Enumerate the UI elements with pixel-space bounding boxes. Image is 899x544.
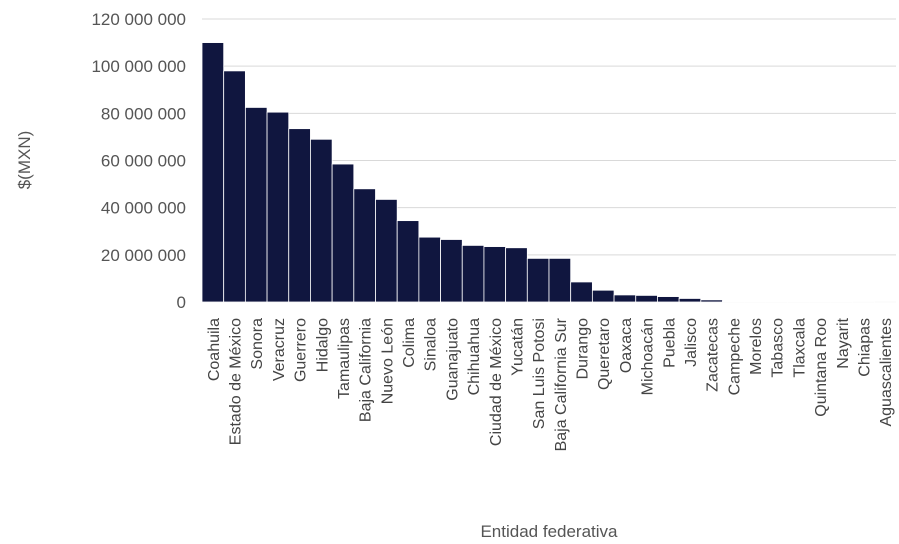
bar (613, 294, 637, 303)
x-tick-label: Ciudad de México (488, 318, 505, 446)
bar (570, 281, 593, 303)
bar (244, 107, 268, 303)
x-tick-label: Nayarit (835, 317, 852, 368)
x-tick-label: Puebla (661, 318, 678, 368)
x-tick-label: Veracruz (271, 318, 288, 381)
y-axis-ticks: 0 20 000 000 40 000 000 60 000 000 80 000 00… (91, 10, 186, 312)
bar (331, 163, 355, 303)
y-axis-title: $(MXN) (15, 131, 34, 190)
bar (635, 294, 658, 303)
bar (461, 244, 485, 303)
bars (201, 42, 897, 303)
x-axis-title: Entidad federativa (480, 522, 618, 541)
bar (548, 257, 572, 303)
x-tick-label: Hidalgo (314, 318, 331, 372)
bar (678, 298, 702, 303)
x-tick-label: Sonora (249, 318, 266, 370)
y-tick-label: 0 (177, 293, 186, 312)
bar (201, 42, 225, 303)
x-tick-label: Zacatecas (705, 318, 722, 392)
x-tick-label: Nuevo León (379, 318, 396, 404)
x-tick-label: Tamaulipas (336, 318, 353, 399)
bar (266, 111, 290, 303)
y-tick-label: 20 000 000 (101, 246, 186, 265)
y-tick-label: 60 000 000 (101, 152, 186, 171)
bar (310, 138, 333, 303)
x-tick-label: Estado de México (228, 318, 245, 445)
bar (483, 246, 507, 303)
y-tick-label: 80 000 000 (101, 104, 186, 123)
bar (353, 188, 376, 303)
bar (700, 299, 723, 303)
bar (505, 247, 528, 303)
bar (288, 128, 311, 303)
x-tick-label: Baja California Sur (553, 317, 570, 451)
x-tick-label: Colima (401, 318, 418, 368)
x-tick-label: Chihuahua (466, 318, 483, 396)
x-tick-label: Durango (575, 318, 592, 379)
x-tick-label: Queretaro (596, 318, 613, 390)
bar (223, 70, 246, 303)
x-axis-ticks: Coahuila Estado de México Sonora Veracruz Gu… (206, 317, 895, 451)
y-tick-label: 40 000 000 (101, 199, 186, 218)
bar (418, 236, 441, 303)
x-tick-label: Quintana Roo (813, 318, 830, 417)
x-tick-label: Sinaloa (423, 318, 440, 371)
x-tick-label: Jalisco (683, 318, 700, 367)
bar (440, 239, 463, 303)
bar (526, 257, 550, 303)
bar (396, 220, 420, 303)
bar (591, 289, 615, 303)
x-tick-label: Campeche (726, 318, 743, 395)
x-tick-label: Guanajuato (444, 318, 461, 401)
x-tick-label: Coahuila (206, 318, 223, 381)
x-tick-label: Guerrero (293, 318, 310, 382)
x-tick-label: Yucatán (509, 318, 526, 376)
bar (657, 296, 680, 303)
x-tick-label: San Luis Potosi (531, 318, 548, 429)
x-tick-label: Morelos (748, 318, 765, 375)
x-tick-label: Oaxaca (618, 318, 635, 373)
x-tick-label: Tlaxcala (791, 318, 808, 378)
x-tick-label: Baja California (358, 318, 375, 422)
x-tick-label: Chiapas (856, 318, 873, 377)
x-tick-label: Aguascalientes (878, 318, 895, 427)
x-tick-label: Tabasco (770, 318, 787, 378)
bar (375, 199, 398, 303)
y-tick-label: 100 000 000 (91, 57, 186, 76)
x-tick-label: Michoacán (640, 318, 657, 395)
y-tick-label: 120 000 000 (91, 10, 186, 29)
